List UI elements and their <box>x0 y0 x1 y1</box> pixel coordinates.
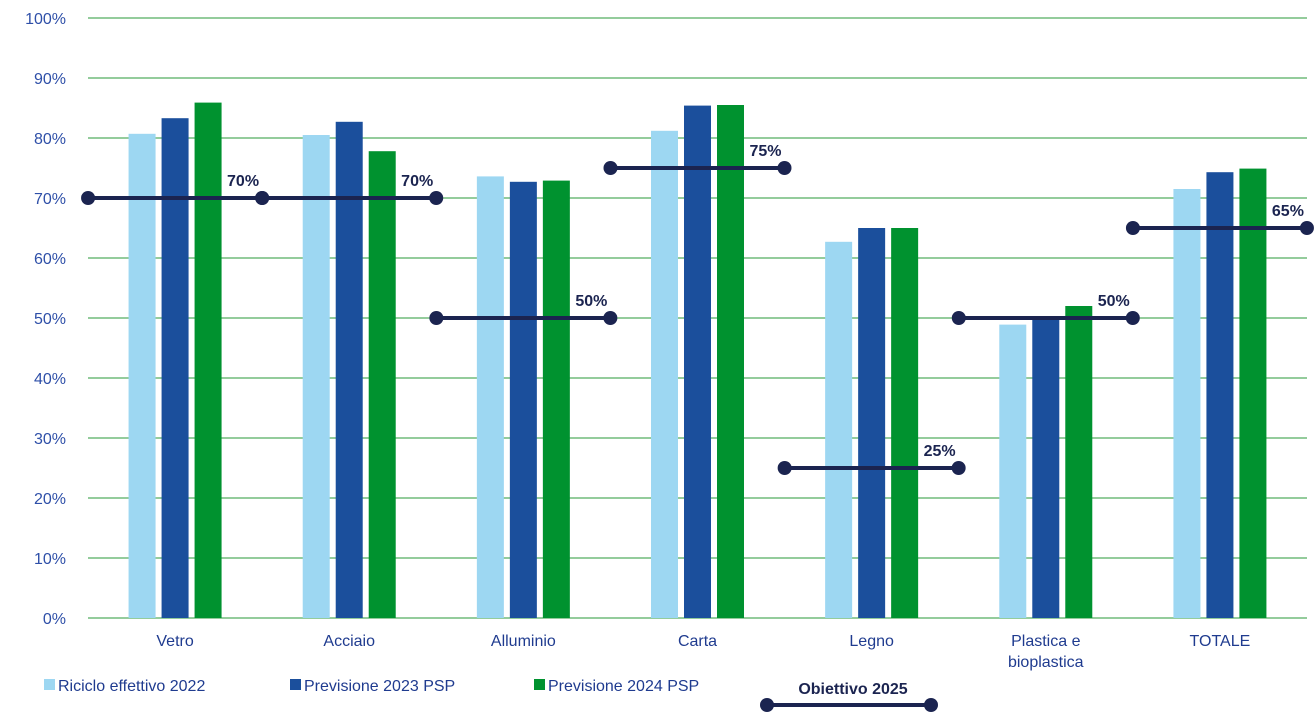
bar <box>476 176 504 618</box>
bar <box>1206 172 1234 618</box>
target-dot <box>1125 221 1140 235</box>
legend-target-dot <box>924 698 938 712</box>
legend-label: Previsione 2023 PSP <box>304 678 455 695</box>
y-tick-label: 0% <box>43 611 66 628</box>
x-tick-label: Legno <box>849 633 894 650</box>
bar <box>651 130 678 619</box>
target-dot <box>951 311 966 325</box>
target-label: 50% <box>1098 293 1130 310</box>
x-tick-label: Carta <box>678 633 717 650</box>
x-tick-label: Acciaio <box>323 633 375 650</box>
bar <box>335 121 363 619</box>
target-label: 70% <box>227 173 259 190</box>
target-dot <box>1299 221 1314 235</box>
y-axis-ticks: 0% 10% 20% 30% 40% 50% 60% 70% 80% 90% 100% <box>25 11 66 628</box>
legend-target-dot <box>760 698 774 712</box>
x-tick-label: Vetro <box>156 633 193 650</box>
bar <box>1032 316 1060 618</box>
bar <box>858 228 886 618</box>
bar <box>194 102 222 619</box>
target-label: 65% <box>1272 203 1304 220</box>
target-dot <box>951 461 966 475</box>
bar <box>684 105 711 619</box>
target-dot <box>81 191 96 205</box>
target-dot <box>777 161 792 175</box>
x-tick-label: TOTALE <box>1190 633 1251 650</box>
bar <box>1239 168 1267 618</box>
bar <box>302 135 330 618</box>
legend-label: Riciclo effettivo 2022 <box>58 678 205 695</box>
x-tick-label: Plastica e <box>1011 633 1080 650</box>
legend-swatch <box>534 679 545 690</box>
legend-label: Previsione 2024 PSP <box>548 678 699 695</box>
bars <box>128 102 1267 619</box>
y-tick-label: 100% <box>25 11 66 28</box>
target-dot <box>429 311 444 325</box>
legend-swatch <box>290 679 301 690</box>
target-dot <box>603 161 618 175</box>
target-label: 75% <box>749 143 781 160</box>
y-tick-label: 40% <box>34 371 66 388</box>
bar <box>717 105 744 618</box>
legend: Riciclo effettivo 2022 Previsione 2023 PS… <box>44 678 938 712</box>
bar <box>999 324 1027 618</box>
x-tick-label: Alluminio <box>491 633 556 650</box>
legend-label: Obiettivo 2025 <box>798 681 907 698</box>
y-tick-label: 60% <box>34 251 66 268</box>
y-tick-label: 50% <box>34 311 66 328</box>
y-tick-label: 20% <box>34 491 66 508</box>
y-tick-label: 80% <box>34 131 66 148</box>
y-tick-label: 10% <box>34 551 66 568</box>
target-dot <box>255 191 270 205</box>
bar <box>509 181 537 619</box>
target-dot <box>429 191 444 205</box>
target-label: 50% <box>575 293 607 310</box>
y-tick-label: 30% <box>34 431 66 448</box>
target-lines: 70% 70% 50% 75% 25% 50% 65% <box>81 143 1314 475</box>
bar <box>161 118 189 618</box>
bar <box>1173 189 1201 618</box>
target-dot <box>777 461 792 475</box>
target-label: 70% <box>401 173 433 190</box>
bar <box>128 133 156 619</box>
bar <box>1065 306 1093 618</box>
bar <box>542 180 570 618</box>
x-axis-labels: Vetro Acciaio Alluminio Carta Legno Plastica … <box>156 633 1250 671</box>
target-dot <box>1125 311 1140 325</box>
bar <box>891 228 919 618</box>
target-dot <box>603 311 618 325</box>
y-tick-label: 90% <box>34 71 66 88</box>
bar <box>368 151 396 618</box>
bar <box>825 241 853 619</box>
x-tick-label: bioplastica <box>1008 654 1084 671</box>
y-tick-label: 70% <box>34 191 66 208</box>
legend-swatch <box>44 679 55 690</box>
target-label: 25% <box>924 443 956 460</box>
